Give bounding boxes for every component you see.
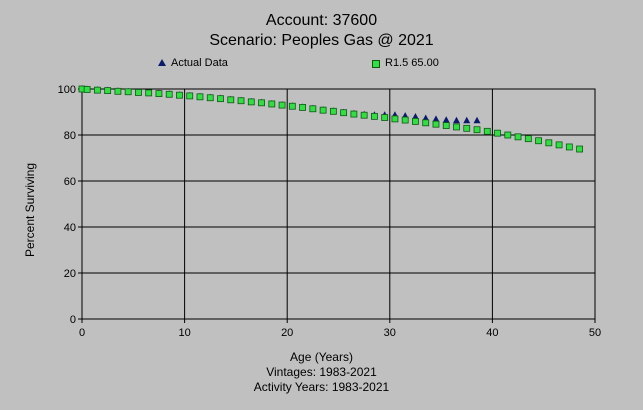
x-tick-label: 0 <box>79 327 85 339</box>
curve-point <box>360 111 368 119</box>
curve-point <box>432 120 440 128</box>
curve-point <box>381 114 389 121</box>
curve-point <box>319 106 327 114</box>
curve-point <box>124 88 132 96</box>
x-axis-label: Age (Years) <box>290 350 353 364</box>
curve-point <box>83 86 91 93</box>
curve-point <box>401 116 409 124</box>
curve-point <box>237 97 245 105</box>
curve-point <box>196 93 204 101</box>
curve-point <box>463 124 471 132</box>
curve-point <box>227 96 235 104</box>
curve-point <box>371 112 378 120</box>
legend-label-curve: R1.5 65.00 <box>385 57 439 69</box>
curve-point <box>104 87 112 95</box>
actual-point <box>411 113 419 120</box>
actual-point <box>422 114 430 121</box>
curve-point <box>309 105 317 113</box>
curve-point <box>206 94 214 102</box>
curve-point <box>135 89 142 96</box>
y-tick-label: 0 <box>70 314 76 326</box>
chart-subtitle: Scenario: Peoples Gas @ 2021 <box>209 32 434 49</box>
activity-years-label: Activity Years: 1983-2021 <box>253 380 390 394</box>
y-tick-label: 60 <box>64 176 76 188</box>
curve-point <box>565 143 573 151</box>
curve-point <box>504 131 512 139</box>
triangle-marker-icon <box>158 59 166 66</box>
curve-point <box>391 115 399 123</box>
curve-point <box>576 145 584 153</box>
y-tick-label: 100 <box>58 84 76 96</box>
curve-point <box>329 107 337 115</box>
curve-point <box>453 123 460 131</box>
vintages-label: Vintages: 1983-2021 <box>266 365 377 379</box>
curve-point <box>268 100 276 108</box>
curve-point <box>93 86 101 94</box>
curve-point <box>473 126 481 134</box>
actual-point <box>473 116 481 124</box>
curve-point <box>524 135 532 143</box>
x-tick-label: 10 <box>178 327 190 339</box>
y-tick-label: 40 <box>64 222 76 234</box>
curve-point <box>535 137 542 145</box>
x-tick-label: 30 <box>384 327 396 339</box>
curve-point <box>247 98 255 106</box>
x-tick-label: 50 <box>589 327 601 339</box>
curve-point <box>114 87 122 95</box>
square-marker-icon <box>372 60 380 68</box>
curve-point <box>422 119 430 127</box>
curve-point <box>442 122 450 129</box>
curve-point <box>412 118 419 125</box>
curve-point <box>555 141 563 149</box>
actual-point <box>432 115 440 122</box>
curve-point <box>350 110 358 118</box>
curve-point <box>278 101 286 109</box>
y-tick-label: 20 <box>64 268 76 280</box>
curve-point <box>288 102 296 110</box>
plot-frame <box>81 88 596 320</box>
x-tick-label: 20 <box>281 327 293 339</box>
curve-point <box>258 99 265 107</box>
y-tick-label: 80 <box>64 130 76 142</box>
curve-point <box>186 92 194 100</box>
curve-point <box>545 139 553 147</box>
actual-point <box>442 116 450 123</box>
curve-point <box>217 95 224 103</box>
actual-point <box>463 116 471 124</box>
legend-label-actual: Actual Data <box>171 57 228 69</box>
chart-title: Account: 37600 <box>265 12 378 29</box>
curve-point <box>165 90 173 98</box>
curve-point <box>145 89 153 97</box>
curve-point <box>155 90 163 97</box>
curve-point <box>483 127 491 135</box>
x-tick-label: 40 <box>486 327 498 339</box>
curve-point <box>494 129 501 137</box>
curve-point <box>176 91 183 99</box>
curve-point <box>514 133 522 141</box>
curve-point <box>299 104 306 111</box>
actual-point <box>452 116 460 124</box>
curve-point <box>340 109 348 117</box>
